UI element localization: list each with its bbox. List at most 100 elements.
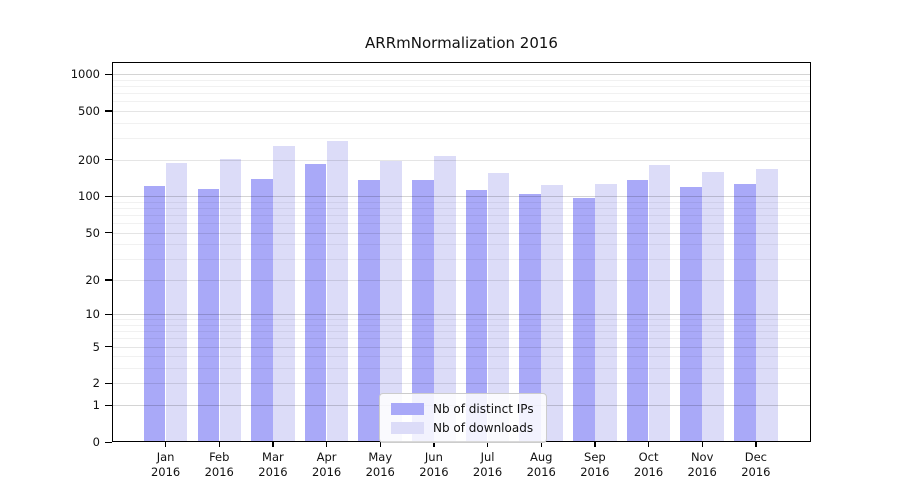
legend-item-distinct-ips: Nb of distinct IPs xyxy=(391,401,534,416)
bar-nb-of-distinct-ips xyxy=(573,198,595,442)
y-axis-tick xyxy=(105,159,112,161)
y-axis-tick-label: 2 xyxy=(92,376,100,391)
gridline-minor xyxy=(113,214,810,216)
gridline-minor xyxy=(113,331,810,333)
bar-nb-of-distinct-ips xyxy=(304,163,327,442)
gridline xyxy=(113,383,810,385)
x-axis-tick xyxy=(272,442,274,447)
gridline-minor xyxy=(113,101,810,103)
bar-nb-of-distinct-ips xyxy=(465,190,488,442)
y-axis-tick-label: 20 xyxy=(85,272,100,287)
chart-title: ARRmNormalization 2016 xyxy=(365,34,558,52)
gridline xyxy=(113,110,810,112)
y-axis-tick-label: 10 xyxy=(85,307,100,322)
bar-nb-of-distinct-ips xyxy=(734,183,756,442)
gridline-major xyxy=(113,314,810,316)
x-axis-tick-label: Mar 2016 xyxy=(258,450,288,479)
legend-label-downloads: Nb of downloads xyxy=(433,420,534,435)
x-axis-tick xyxy=(218,442,220,447)
gridline xyxy=(113,279,810,281)
bar-nb-of-distinct-ips xyxy=(412,179,434,442)
x-axis-tick-label: Oct 2016 xyxy=(633,450,664,479)
y-axis-tick xyxy=(105,346,112,348)
x-axis-tick xyxy=(540,442,542,447)
legend: Nb of distinct IPs Nb of downloads xyxy=(379,393,547,443)
x-axis-tick xyxy=(755,442,757,447)
y-axis-tick xyxy=(105,441,112,443)
y-axis-tick-label: 50 xyxy=(85,225,100,240)
gridline-minor xyxy=(113,85,810,87)
x-axis-tick-label: May 2016 xyxy=(365,450,395,479)
x-axis-tick xyxy=(487,442,489,447)
bar-nb-of-distinct-ips xyxy=(143,186,166,442)
y-axis-tick xyxy=(105,195,112,197)
bar-nb-of-downloads xyxy=(380,161,402,442)
x-axis-tick xyxy=(594,442,596,447)
x-axis-tick xyxy=(701,442,703,447)
gridline-minor xyxy=(113,122,810,124)
bar-nb-of-downloads xyxy=(434,156,456,442)
x-axis-tick xyxy=(433,442,435,447)
x-axis-tick-label: Feb 2016 xyxy=(204,450,234,479)
bar-nb-of-distinct-ips xyxy=(519,193,541,442)
gridline-minor xyxy=(113,207,810,209)
gridline-minor xyxy=(113,356,810,358)
y-axis-tick-label: 200 xyxy=(78,152,100,167)
bar-nb-of-downloads xyxy=(595,183,617,442)
x-axis-tick xyxy=(165,442,167,447)
y-axis-tick xyxy=(105,110,112,112)
bar-nb-of-downloads xyxy=(541,184,563,442)
y-axis-tick xyxy=(105,404,112,406)
y-axis-tick xyxy=(105,313,112,315)
x-axis-tick-label: Jul 2016 xyxy=(472,450,503,479)
bar-nb-of-distinct-ips xyxy=(251,179,273,442)
gridline-major xyxy=(113,196,810,198)
x-axis-tick-label: Sep 2016 xyxy=(580,450,610,479)
x-axis-tick-label: Apr 2016 xyxy=(311,450,342,479)
bar-nb-of-downloads xyxy=(702,172,724,442)
gridline-minor xyxy=(113,223,810,225)
gridline-minor xyxy=(113,244,810,246)
bar-nb-of-distinct-ips xyxy=(626,180,649,442)
x-axis-tick-label: Jun 2016 xyxy=(419,450,449,479)
gridline-minor xyxy=(113,338,810,340)
y-axis-tick-label: 500 xyxy=(78,103,100,118)
bar-nb-of-downloads xyxy=(165,162,188,442)
gridline xyxy=(113,159,810,161)
bar-nb-of-downloads xyxy=(756,169,778,442)
gridline-minor xyxy=(113,79,810,81)
gridline-minor xyxy=(113,324,810,326)
x-axis-tick-label: Aug 2016 xyxy=(526,450,556,479)
legend-label-distinct-ips: Nb of distinct IPs xyxy=(433,401,534,416)
gridline xyxy=(113,346,810,348)
y-axis-tick-label: 5 xyxy=(92,339,100,354)
legend-item-downloads: Nb of downloads xyxy=(391,420,534,435)
gridline xyxy=(113,232,810,234)
x-axis-tick xyxy=(326,442,328,447)
y-axis-tick xyxy=(105,73,112,75)
gridline-minor xyxy=(113,138,810,139)
bar-nb-of-distinct-ips xyxy=(197,189,219,442)
y-axis-tick-label: 1 xyxy=(92,398,100,413)
gridline-major xyxy=(113,74,810,75)
y-axis-tick xyxy=(105,232,112,234)
y-axis-tick xyxy=(105,279,112,281)
legend-swatch-distinct-ips xyxy=(391,402,424,415)
y-axis-tick xyxy=(105,382,112,385)
bar-nb-of-distinct-ips xyxy=(358,179,380,442)
bar-nb-of-downloads xyxy=(648,165,671,442)
bar-nb-of-downloads xyxy=(219,158,241,442)
gridline-minor xyxy=(113,92,810,94)
gridline-minor xyxy=(113,259,810,261)
bar-nb-of-downloads xyxy=(487,172,510,442)
gridline-minor xyxy=(113,368,810,370)
x-axis-tick-label: Nov 2016 xyxy=(687,450,717,479)
y-axis-tick-label: 1000 xyxy=(70,67,100,81)
x-axis-tick xyxy=(379,442,381,447)
x-axis-tick xyxy=(648,442,650,447)
y-axis-tick-label: 100 xyxy=(78,189,100,204)
x-axis-tick-label: Jan 2016 xyxy=(150,450,181,479)
gridline-minor xyxy=(113,201,810,203)
bar-nb-of-downloads xyxy=(326,141,349,442)
